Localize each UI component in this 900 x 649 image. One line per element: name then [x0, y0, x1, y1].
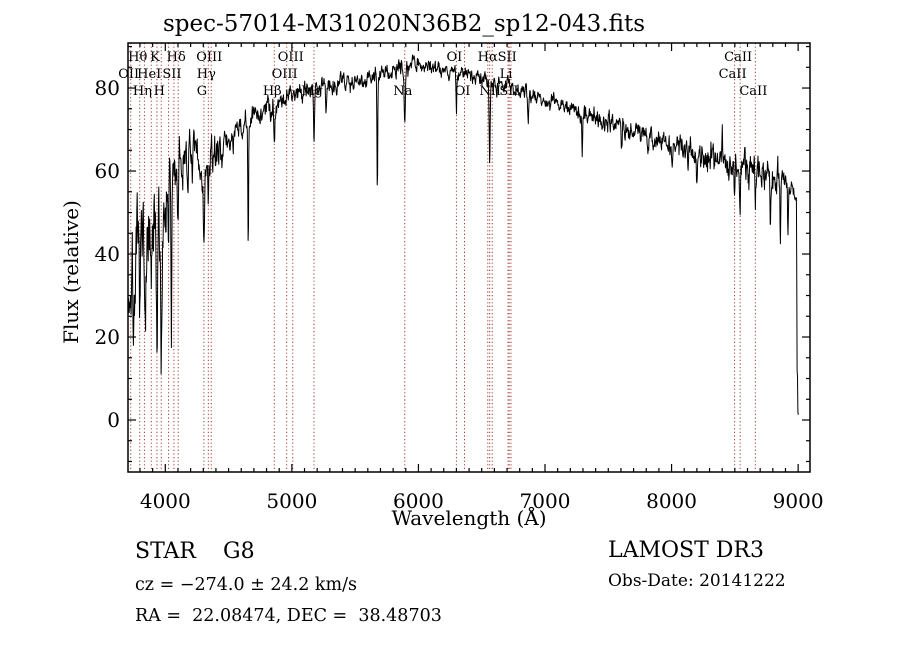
- line-label-Hβ: Hβ: [263, 84, 282, 99]
- cz-value: cz = −274.0 ± 24.2 km/s: [135, 575, 357, 595]
- line-label-Hη: Hη: [133, 84, 152, 99]
- object-class: STAR: [135, 539, 197, 564]
- line-label-Hα: Hα: [478, 50, 498, 65]
- flux-curve: [127, 54, 799, 415]
- x-tick-label: 8000: [646, 489, 697, 513]
- line-label-CaII: CaII: [739, 84, 767, 99]
- line-label-H: H: [154, 84, 165, 99]
- spectrum-trace: [127, 54, 799, 415]
- x-tick-label: 6000: [393, 489, 444, 513]
- ra-dec: RA = 22.08474, DEC = 38.48703: [135, 606, 442, 626]
- line-label-G: G: [197, 84, 207, 99]
- obs-date: Obs-Date: 20141222: [608, 571, 786, 591]
- line-label-CaII: CaII: [724, 50, 752, 65]
- plot-title: spec-57014-M31020N36B2_sp12-043.fits: [163, 11, 645, 37]
- axis-ticks: [128, 43, 810, 472]
- y-axis-title: Flux (relative): [59, 200, 83, 344]
- line-label-Hδ: Hδ: [167, 50, 186, 65]
- line-label-K: K: [150, 50, 160, 65]
- object-subclass: G8: [223, 539, 255, 564]
- y-tick-label: 40: [95, 242, 120, 266]
- line-label-Hγ: Hγ: [197, 67, 216, 82]
- line-label-OI: OI: [447, 50, 463, 65]
- line-label-HeI: HeI: [137, 67, 161, 82]
- line-label-OI: OI: [455, 84, 471, 99]
- line-label-SII: SII: [162, 67, 181, 82]
- y-tick-label: 80: [95, 76, 120, 100]
- x-tick-label: 5000: [266, 489, 317, 513]
- x-axis-title: Wavelength (Å): [391, 505, 546, 530]
- line-label-Li: Li: [500, 67, 513, 82]
- y-tick-label: 60: [95, 159, 120, 183]
- y-tick-label: 0: [107, 408, 120, 432]
- line-label-OIII: OIII: [196, 50, 222, 65]
- x-tick-label: 9000: [773, 489, 824, 513]
- y-tick-label: 20: [95, 325, 120, 349]
- spectral-line-markers: [130, 43, 756, 472]
- x-tick-label: 7000: [520, 489, 571, 513]
- plot-box: [127, 42, 811, 473]
- line-label-SII: SII: [498, 50, 517, 65]
- line-label-OIII: OIII: [278, 50, 304, 65]
- line-label-Hθ: Hθ: [128, 50, 147, 65]
- line-label-OIII: OIII: [272, 67, 298, 82]
- x-tick-label: 4000: [140, 489, 191, 513]
- line-label-Na: Na: [393, 84, 412, 99]
- survey-release: LAMOST DR3: [608, 538, 764, 563]
- line-label-CaII: CaII: [719, 67, 747, 82]
- axis-tick-labels: 4000 5000 6000 7000 8000 9000 0 20 40 60 80: [95, 76, 824, 513]
